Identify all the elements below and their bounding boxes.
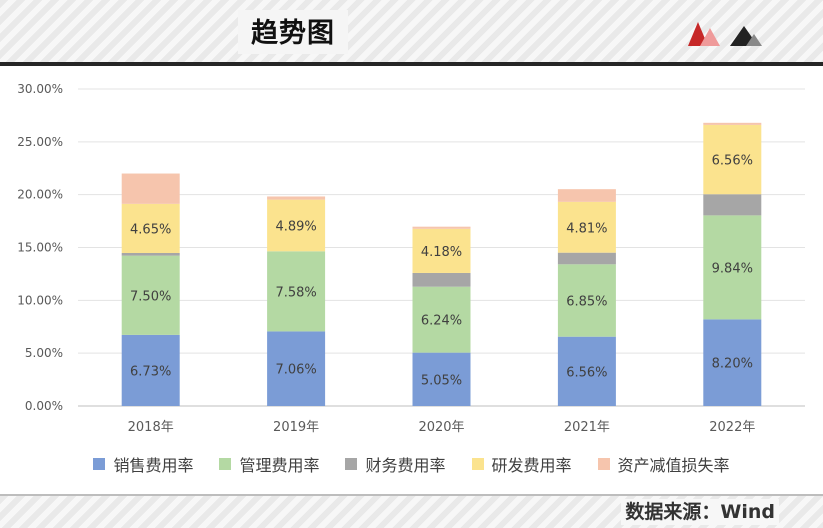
bar-segment: [557, 336, 616, 406]
chart-legend: 销售费用率 管理费用率 财务费用率 研发费用率 资产减值损失率: [0, 451, 823, 477]
data-label: 4.18%: [421, 245, 462, 260]
legend-item: 研发费用率: [471, 452, 572, 476]
legend-label: 资产减值损失率: [617, 456, 730, 475]
legend-swatch: [345, 458, 358, 470]
bar-segment: [267, 196, 326, 200]
data-label: 8.20%: [712, 357, 753, 372]
bar-segment: [703, 215, 762, 320]
y-axis-ticks: 0.00% 5.00% 10.00% 15.00% 20.00% 25.00% 30.00%: [17, 82, 63, 413]
header-rule: [0, 62, 823, 66]
data-label: 4.81%: [566, 221, 607, 236]
data-label: 6.56%: [566, 365, 607, 380]
legend-item: 销售费用率: [93, 452, 193, 476]
y-tick-label: 30.00%: [17, 82, 63, 96]
legend-item: 资产减值损失率: [597, 452, 730, 476]
x-tick-label: 2020年: [418, 420, 464, 435]
chart-bars: [121, 122, 762, 406]
bar-segment: [412, 226, 471, 229]
legend-swatch: [597, 458, 610, 470]
data-label: 4.65%: [130, 222, 171, 237]
bar-segment: [412, 352, 471, 406]
bar-segment: [121, 203, 180, 253]
bar-segment: [412, 272, 471, 287]
footer-rule: [0, 494, 823, 496]
bar-segment: [703, 194, 762, 216]
bar-segment: [703, 124, 762, 195]
bar-segment: [557, 189, 616, 202]
bar-segment: [557, 264, 616, 337]
x-tick-label: 2022年: [709, 420, 755, 435]
bar-segment: [703, 319, 762, 406]
bar-segment: [121, 173, 180, 204]
bar-segment: [703, 122, 762, 125]
y-tick-label: 0.00%: [25, 399, 63, 413]
legend-item: 管理费用率: [219, 452, 319, 476]
data-label: 5.05%: [421, 373, 462, 388]
x-axis-ticks: 2018年 2019年 2020年 2021年 2022年: [128, 420, 756, 435]
title-plate: [238, 10, 348, 54]
legend-swatch: [93, 458, 106, 470]
page-title: 趋势图: [251, 18, 335, 49]
data-label: 6.24%: [421, 314, 462, 329]
header-band: [0, 0, 823, 62]
x-tick-label: 2019年: [273, 420, 319, 435]
bar-segment: [121, 334, 180, 406]
data-label: 4.89%: [275, 219, 316, 234]
bar-segment: [412, 286, 471, 353]
bar-segment: [557, 201, 616, 253]
legend-label: 管理费用率: [239, 456, 320, 475]
bar-segment: [121, 255, 180, 335]
bar-segment: [412, 228, 471, 273]
data-label: 7.06%: [275, 363, 316, 378]
y-tick-label: 20.00%: [17, 188, 63, 202]
source-note: 数据来源：Wind: [621, 499, 779, 525]
data-label: 6.56%: [712, 154, 753, 169]
data-label: 9.84%: [712, 261, 753, 276]
legend-label: 研发费用率: [491, 456, 572, 475]
data-label: 6.73%: [130, 364, 171, 379]
data-label: 6.85%: [566, 294, 607, 309]
x-tick-label: 2021年: [564, 420, 610, 435]
legend-label: 财务费用率: [365, 456, 446, 475]
stacked-bar-chart: 0.00% 5.00% 10.00% 15.00% 20.00% 25.00% 30.00%…: [17, 82, 805, 435]
y-tick-label: 5.00%: [25, 346, 63, 360]
bar-segment: [267, 251, 326, 332]
data-label: 7.58%: [275, 285, 316, 300]
bar-segment: [267, 331, 326, 406]
legend-swatch: [471, 458, 484, 470]
bar-segment: [121, 252, 180, 256]
legend-item: 财务费用率: [345, 452, 446, 476]
bar-segment: [267, 199, 326, 252]
chart-data-labels: 6.73% 7.50% 4.65% 7.06% 7.58% 4.89% 5.05% 6.24%…: [130, 154, 753, 389]
brand-logo: [686, 16, 776, 56]
legend-label: 销售费用率: [113, 456, 194, 475]
y-tick-label: 25.00%: [17, 135, 63, 149]
x-tick-label: 2018年: [128, 420, 174, 435]
bar-segment: [557, 252, 616, 265]
data-label: 7.50%: [130, 289, 171, 304]
legend-swatch: [219, 458, 232, 470]
brand-logo-icon: [688, 22, 762, 46]
y-tick-label: 15.00%: [17, 241, 63, 255]
y-tick-label: 10.00%: [17, 293, 63, 307]
